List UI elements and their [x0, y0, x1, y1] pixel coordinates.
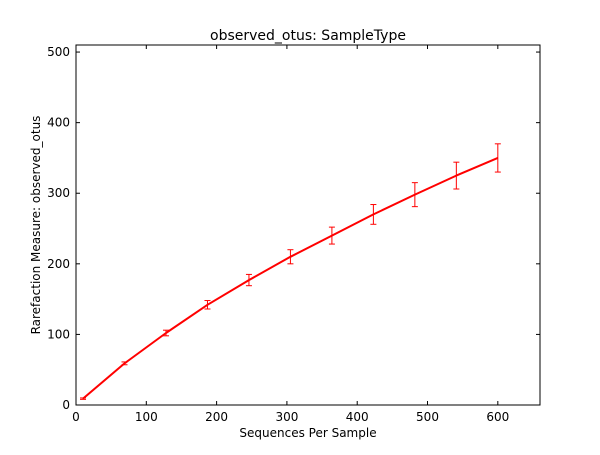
x-tick-label: 200: [205, 410, 228, 424]
x-tick-label: 500: [416, 410, 439, 424]
y-tick-label: 200: [47, 257, 70, 271]
y-axis-label: Rarefaction Measure: observed_otus: [29, 116, 43, 335]
x-tick-label: 0: [72, 410, 80, 424]
x-tick-label: 400: [346, 410, 369, 424]
x-tick-label: 300: [275, 410, 298, 424]
plot-layer: 0 100 200 300 400 500 600 0 100 200 300 400 500: [47, 44, 541, 424]
x-axis-label: Sequences Per Sample: [239, 426, 376, 440]
y-tick-label: 100: [47, 327, 70, 341]
chart-title: observed_otus: SampleType: [210, 28, 406, 44]
x-tick-label: 100: [135, 410, 158, 424]
y-tick-label: 300: [47, 186, 70, 200]
x-tick-label: 600: [486, 410, 509, 424]
y-tick-label: 500: [47, 45, 70, 59]
y-tick-label: 0: [62, 398, 70, 412]
y-tick-label: 400: [47, 116, 70, 130]
plot-frame: [75, 44, 541, 406]
series-line: [82, 156, 499, 400]
